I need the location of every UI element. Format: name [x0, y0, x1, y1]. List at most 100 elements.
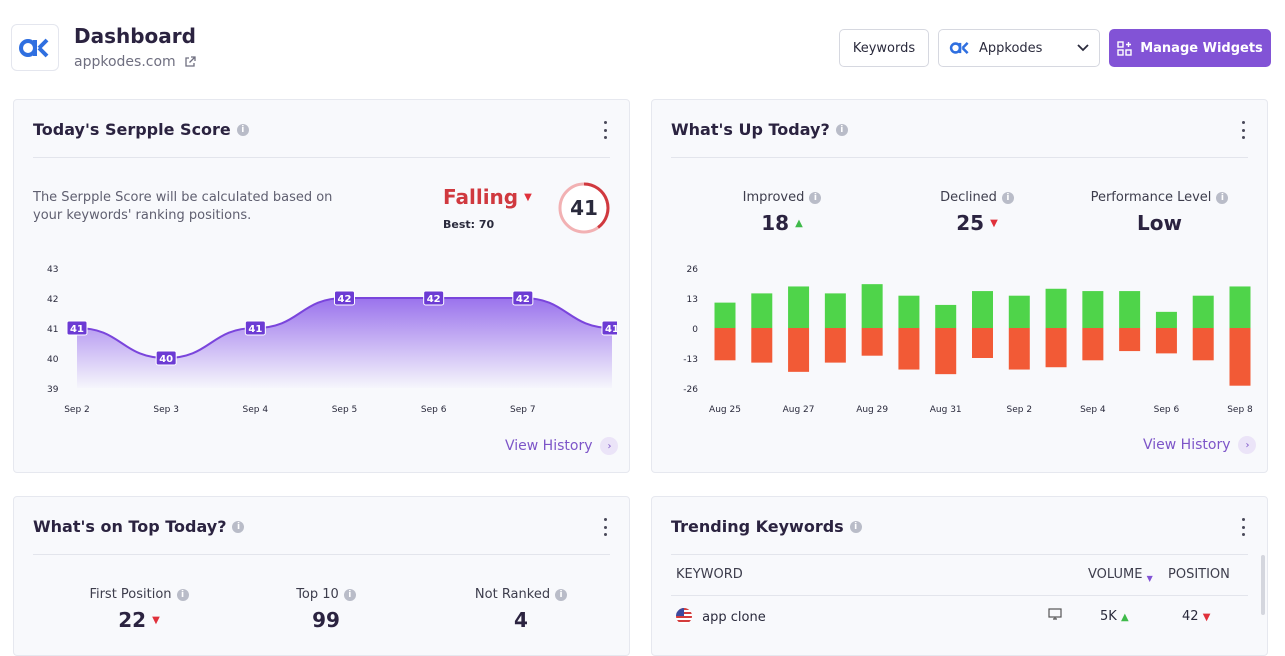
x-tick-label: Sep 7 — [510, 405, 536, 415]
device-cell — [1048, 595, 1088, 637]
svg-text:40: 40 — [159, 354, 173, 365]
score-point-label[interactable]: 42 — [512, 290, 534, 306]
declined-bar[interactable] — [1229, 328, 1251, 386]
info-icon[interactable]: i — [1216, 191, 1229, 204]
x-tick-label: Aug 29 — [856, 405, 888, 415]
info-icon[interactable]: i — [849, 520, 862, 533]
info-icon[interactable]: i — [232, 520, 245, 533]
not-ranked-value: 4 — [514, 608, 528, 632]
first-position-label-wrap: First Position i — [64, 587, 214, 602]
caret-down-icon: ▼ — [152, 614, 160, 626]
chevron-right-icon: › — [1238, 436, 1257, 454]
external-link-icon[interactable] — [184, 56, 196, 68]
y-tick-label: 0 — [692, 325, 698, 335]
x-tick-label: Sep 8 — [1227, 405, 1253, 415]
improved-bar[interactable] — [1008, 295, 1030, 328]
whats-on-top-card: What's on Top Today? i First Position i 2… — [13, 496, 630, 656]
project-select-value: Appkodes — [979, 40, 1043, 56]
improved-bar[interactable] — [1045, 288, 1067, 328]
app-logo[interactable] — [11, 24, 59, 71]
declined-bar[interactable] — [1155, 328, 1177, 354]
improved-bar[interactable] — [788, 286, 810, 328]
whats-up-title-wrap: What's Up Today? i — [671, 120, 848, 139]
improved-bar[interactable] — [861, 284, 883, 328]
improved-bar[interactable] — [1229, 286, 1251, 328]
x-tick-label: Sep 4 — [1080, 405, 1106, 415]
project-select[interactable]: Appkodes — [938, 29, 1100, 67]
performance-value-wrap: Low — [1082, 211, 1237, 235]
domain-link[interactable]: appkodes.com — [74, 54, 196, 70]
sort-icon[interactable]: ▼ — [1146, 573, 1153, 583]
declined-bar[interactable] — [824, 328, 846, 363]
score-point-label[interactable]: 40 — [155, 350, 177, 366]
view-history-label: View History — [1143, 437, 1231, 453]
view-history-link[interactable]: View History › — [1143, 436, 1257, 454]
column-volume[interactable]: VOLUME ▼ — [1088, 555, 1168, 596]
declined-bar[interactable] — [1045, 328, 1067, 368]
declined-bar[interactable] — [972, 328, 993, 358]
declined-bar[interactable] — [1192, 328, 1214, 361]
scrollbar[interactable] — [1261, 555, 1265, 615]
declined-bar[interactable] — [751, 328, 773, 363]
trend-label: Falling — [443, 185, 519, 209]
column-keyword[interactable]: KEYWORD — [671, 555, 1048, 596]
not-ranked-label: Not Ranked — [474, 587, 551, 602]
declined-bar[interactable] — [861, 328, 883, 356]
serpple-score-title: Today's Serpple Score — [33, 120, 231, 139]
table-row[interactable]: app clone 5K ▲ 42 ▼ — [671, 595, 1248, 637]
improved-bar[interactable] — [1155, 311, 1177, 328]
info-icon[interactable]: i — [343, 588, 356, 601]
desktop-icon — [1048, 608, 1062, 620]
score-point-label[interactable]: 41 — [244, 320, 266, 336]
info-icon[interactable]: i — [236, 123, 249, 136]
improved-bar[interactable] — [972, 291, 993, 328]
top10-value-wrap: 99 — [251, 608, 401, 632]
improved-bar[interactable] — [1119, 291, 1141, 328]
declined-bar[interactable] — [1008, 328, 1030, 370]
improved-value-wrap: 18 ▲ — [712, 211, 852, 235]
info-icon[interactable]: i — [176, 588, 189, 601]
view-history-link[interactable]: View History › — [505, 437, 619, 455]
improved-bar[interactable] — [1082, 291, 1104, 328]
info-icon[interactable]: i — [835, 123, 848, 136]
more-options-icon[interactable] — [1237, 517, 1249, 537]
trending-keywords-card: Trending Keywords i KEYWORD VOLUME ▼ POS… — [651, 496, 1268, 656]
more-options-icon[interactable] — [599, 517, 611, 537]
serpple-score-title-wrap: Today's Serpple Score i — [33, 120, 249, 139]
info-icon[interactable]: i — [1001, 191, 1014, 204]
column-position[interactable]: POSITION — [1168, 555, 1248, 596]
score-point-label[interactable]: 42 — [334, 290, 355, 306]
x-tick-label: Sep 6 — [421, 405, 447, 415]
more-options-icon[interactable] — [599, 120, 611, 140]
declined-stat: Declined i 25 ▼ — [907, 190, 1047, 235]
declined-bar[interactable] — [1119, 328, 1141, 352]
declined-bar[interactable] — [788, 328, 810, 372]
keywords-button[interactable]: Keywords — [839, 29, 929, 67]
improved-bar[interactable] — [935, 304, 957, 328]
not-ranked-label-wrap: Not Ranked i — [446, 587, 596, 602]
improved-bar[interactable] — [714, 302, 736, 328]
declined-bar[interactable] — [935, 328, 957, 375]
info-icon[interactable]: i — [809, 191, 822, 204]
score-point-label[interactable]: 41 — [66, 320, 88, 336]
y-tick-label: 39 — [47, 385, 59, 395]
svg-text:41: 41 — [248, 324, 262, 335]
info-icon[interactable]: i — [555, 588, 568, 601]
first-position-stat: First Position i 22 ▼ — [64, 587, 214, 632]
improved-bar[interactable] — [898, 295, 920, 328]
declined-bar[interactable] — [898, 328, 920, 370]
improved-bar[interactable] — [1192, 295, 1214, 328]
whats-up-card: What's Up Today? i Improved i 18 ▲ Decline… — [651, 99, 1268, 473]
improved-stat: Improved i 18 ▲ — [712, 190, 852, 235]
score-point-label[interactable]: 42 — [423, 290, 445, 306]
top10-stat: Top 10 i 99 — [251, 587, 401, 632]
improved-bar[interactable] — [751, 293, 773, 328]
declined-bar[interactable] — [1082, 328, 1104, 361]
improved-bar[interactable] — [824, 293, 846, 328]
y-tick-label: 26 — [687, 265, 699, 275]
score-point-label[interactable]: 41 — [601, 320, 617, 336]
manage-widgets-button[interactable]: Manage Widgets — [1109, 29, 1271, 67]
declined-bar[interactable] — [714, 328, 736, 361]
manage-widgets-label: Manage Widgets — [1140, 40, 1263, 56]
more-options-icon[interactable] — [1237, 120, 1249, 140]
